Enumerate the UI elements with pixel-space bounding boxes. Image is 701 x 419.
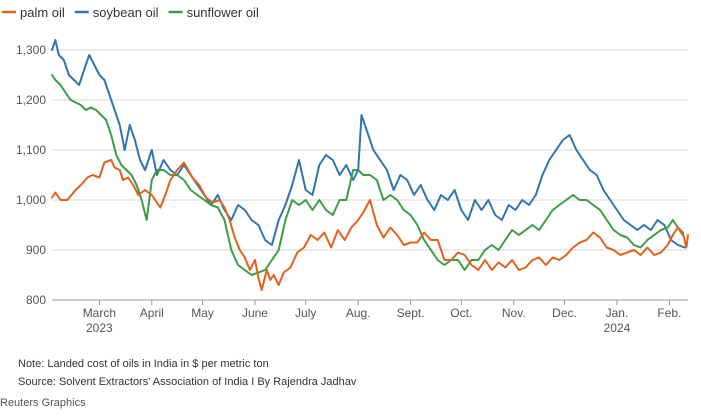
- x-tick-label: June: [242, 306, 268, 320]
- x-tick-year-label: 2023: [86, 321, 113, 335]
- x-tick-label: March: [83, 306, 116, 320]
- y-tick-label: 1,300: [16, 43, 46, 57]
- y-axis-tick-labels: 800 900 1,000 1,100 1,200 1,300: [16, 43, 46, 307]
- y-tick-label: 1,000: [16, 193, 46, 207]
- x-tick-label: Aug.: [346, 306, 371, 320]
- chart-source: Source: Solvent Extractors' Association …: [18, 376, 357, 388]
- x-tick-label: Jan.: [606, 306, 629, 320]
- x-tick-label: Dec.: [552, 306, 577, 320]
- x-tick-label: Feb.: [657, 306, 681, 320]
- legend: palm oil soybean oil sunflower oil: [2, 5, 259, 20]
- chart-credit: Reuters Graphics: [0, 397, 86, 409]
- x-tick-label: Nov.: [502, 306, 526, 320]
- x-tick-label: May: [191, 306, 214, 320]
- legend-label: sunflower oil: [187, 5, 259, 20]
- x-tick-label: April: [140, 306, 164, 320]
- y-tick-label: 1,100: [16, 143, 46, 157]
- series-line-soybean-oil: [51, 39, 686, 249]
- x-axis: [52, 299, 688, 305]
- x-tick-label: Sept.: [397, 306, 425, 320]
- legend-label: soybean oil: [93, 5, 159, 20]
- x-tick-label: July: [295, 306, 316, 320]
- legend-label: palm oil: [20, 5, 65, 20]
- series-line-palm-oil: [51, 159, 689, 291]
- y-tick-label: 1,200: [16, 93, 46, 107]
- y-tick-label: 900: [26, 243, 46, 257]
- x-tick-label: Oct.: [450, 306, 472, 320]
- y-tick-label: 800: [26, 293, 46, 307]
- x-tick-year-label: 2024: [604, 321, 631, 335]
- series-lines: [51, 39, 689, 291]
- chart-note: Note: Landed cost of oils in India in $ …: [18, 358, 269, 370]
- series-line-sunflower-oil: [51, 74, 684, 276]
